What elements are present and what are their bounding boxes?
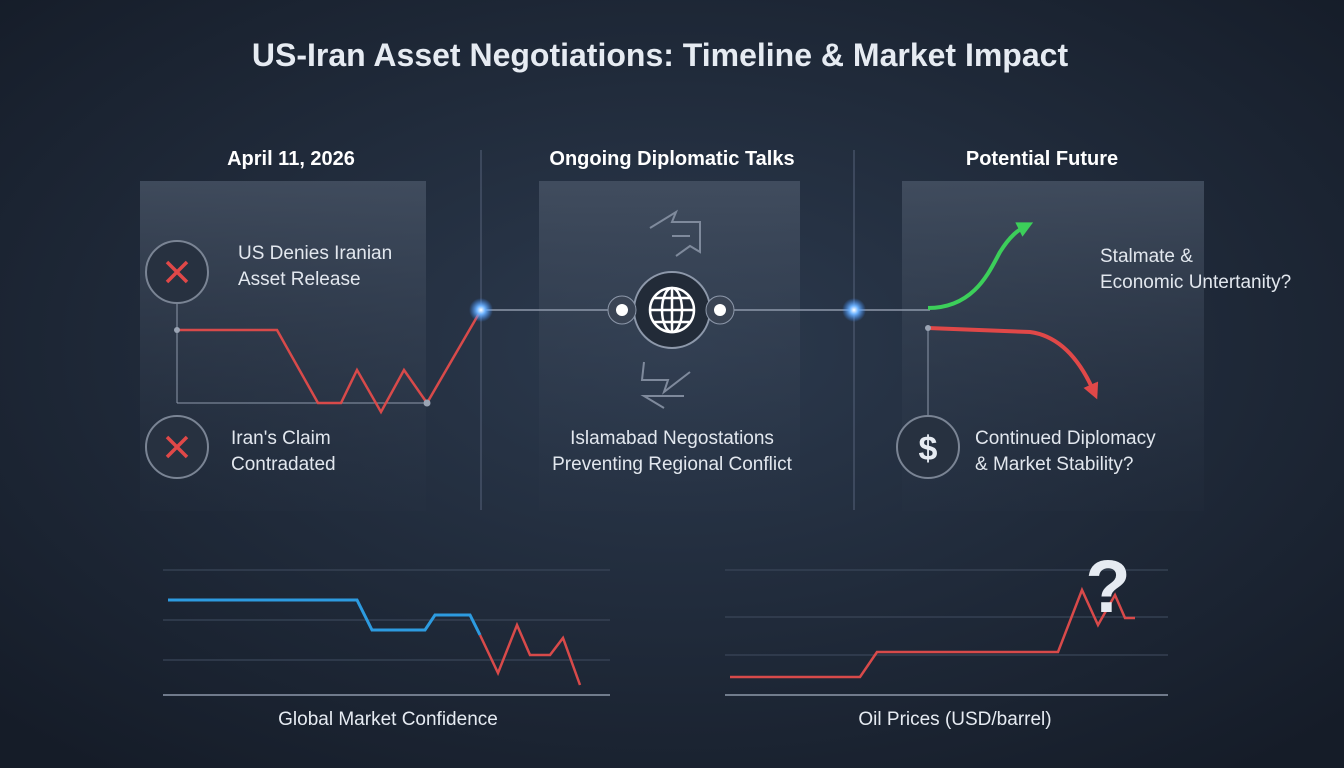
oil-price-line [730, 586, 1135, 679]
chart-label: Global Market Confidence [278, 709, 498, 730]
glow-dot [842, 298, 866, 322]
column-heading: Potential Future [966, 148, 1118, 170]
title: US-Iran Asset Negotiations: Timeline & M… [252, 37, 1069, 73]
confidence-line [168, 598, 482, 636]
node [925, 325, 931, 331]
node [616, 304, 628, 316]
event-text: Iran's Claim Contradated [231, 428, 336, 475]
chart-label: Oil Prices (USD/barrel) [858, 709, 1051, 730]
down-arrow [927, 326, 1099, 400]
globe-icon [648, 286, 696, 334]
exchange-arrow [649, 209, 701, 257]
event-text: Islamabad Negostations Preventing Regiona… [552, 428, 792, 475]
dollar-sign: $ [919, 430, 938, 468]
chart-grid [725, 569, 1168, 696]
column-heading: Ongoing Diplomatic Talks [549, 148, 794, 170]
question-mark: ? [1085, 545, 1130, 628]
glow-dot [469, 298, 493, 322]
node [174, 327, 180, 333]
trend-line [177, 309, 483, 415]
chart-grid [163, 569, 610, 696]
column-heading: April 11, 2026 [227, 148, 355, 170]
x-mark [165, 260, 189, 284]
node [423, 399, 431, 407]
up-arrow [927, 222, 1034, 310]
exchange-arrow [640, 361, 691, 409]
event-text: US Denies Iranian Asset Release [238, 243, 392, 290]
node [714, 304, 726, 316]
confidence-line [478, 621, 582, 686]
x-mark [165, 435, 189, 459]
event-text: Stalmate & Economic Untertanity? [1100, 246, 1291, 293]
dollar-icon [896, 415, 960, 479]
event-text: Continued Diplomacy & Market Stability? [975, 428, 1156, 475]
